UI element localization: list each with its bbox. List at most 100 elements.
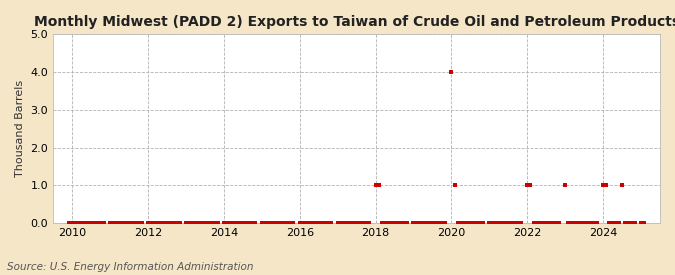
- Point: [610, 221, 621, 225]
- Point: [228, 221, 239, 225]
- Point: [588, 221, 599, 225]
- Point: [80, 221, 90, 225]
- Point: [585, 221, 596, 225]
- Point: [307, 221, 318, 225]
- Point: [317, 221, 327, 225]
- Point: [174, 221, 185, 225]
- Point: [279, 221, 290, 225]
- Point: [300, 221, 311, 225]
- Point: [323, 221, 333, 225]
- Point: [105, 221, 115, 225]
- Point: [155, 221, 166, 225]
- Point: [576, 221, 587, 225]
- Point: [127, 221, 138, 225]
- Point: [591, 221, 602, 225]
- Point: [538, 221, 549, 225]
- Point: [231, 221, 242, 225]
- Title: Monthly Midwest (PADD 2) Exports to Taiwan of Crude Oil and Petroleum Products: Monthly Midwest (PADD 2) Exports to Taiw…: [34, 15, 675, 29]
- Point: [370, 183, 381, 188]
- Point: [332, 221, 343, 225]
- Point: [92, 221, 103, 225]
- Point: [120, 221, 131, 225]
- Point: [298, 221, 308, 225]
- Point: [345, 221, 356, 225]
- Point: [196, 221, 207, 225]
- Point: [402, 221, 412, 225]
- Point: [269, 221, 280, 225]
- Point: [99, 221, 109, 225]
- Point: [399, 221, 410, 225]
- Point: [614, 221, 624, 225]
- Point: [421, 221, 431, 225]
- Point: [275, 221, 286, 225]
- Point: [465, 221, 476, 225]
- Point: [73, 221, 84, 225]
- Point: [146, 221, 157, 225]
- Point: [541, 221, 551, 225]
- Point: [601, 183, 612, 188]
- Point: [335, 221, 346, 225]
- Point: [114, 221, 125, 225]
- Point: [212, 221, 223, 225]
- Point: [377, 221, 387, 225]
- Point: [569, 221, 580, 225]
- Point: [247, 221, 258, 225]
- Point: [219, 221, 230, 225]
- Point: [487, 221, 498, 225]
- Point: [180, 221, 191, 225]
- Point: [475, 221, 485, 225]
- Point: [522, 183, 533, 188]
- Point: [626, 221, 637, 225]
- Point: [529, 221, 539, 225]
- Point: [437, 221, 448, 225]
- Point: [266, 221, 277, 225]
- Point: [471, 221, 482, 225]
- Point: [525, 183, 536, 188]
- Point: [544, 221, 555, 225]
- Point: [319, 221, 330, 225]
- Point: [500, 221, 510, 225]
- Point: [554, 221, 564, 225]
- Point: [490, 221, 501, 225]
- Point: [171, 221, 182, 225]
- Point: [636, 221, 647, 225]
- Point: [111, 221, 122, 225]
- Point: [159, 221, 169, 225]
- Point: [449, 183, 460, 188]
- Point: [617, 183, 628, 188]
- Y-axis label: Thousand Barrels: Thousand Barrels: [15, 80, 25, 177]
- Point: [240, 221, 251, 225]
- Point: [430, 221, 441, 225]
- Point: [386, 221, 397, 225]
- Point: [383, 221, 394, 225]
- Point: [639, 221, 649, 225]
- Point: [360, 221, 371, 225]
- Point: [117, 221, 128, 225]
- Point: [165, 221, 176, 225]
- Point: [294, 221, 305, 225]
- Point: [95, 221, 106, 225]
- Point: [288, 221, 299, 225]
- Point: [310, 221, 321, 225]
- Point: [478, 221, 489, 225]
- Point: [234, 221, 245, 225]
- Point: [452, 221, 463, 225]
- Point: [130, 221, 141, 225]
- Point: [414, 221, 425, 225]
- Point: [244, 221, 254, 225]
- Point: [578, 221, 589, 225]
- Point: [563, 221, 574, 225]
- Point: [531, 221, 542, 225]
- Point: [358, 221, 369, 225]
- Point: [462, 221, 472, 225]
- Point: [364, 221, 375, 225]
- Point: [550, 221, 561, 225]
- Point: [468, 221, 479, 225]
- Point: [503, 221, 514, 225]
- Point: [70, 221, 81, 225]
- Point: [411, 221, 422, 225]
- Point: [190, 221, 200, 225]
- Point: [67, 221, 78, 225]
- Point: [76, 221, 87, 225]
- Point: [259, 221, 270, 225]
